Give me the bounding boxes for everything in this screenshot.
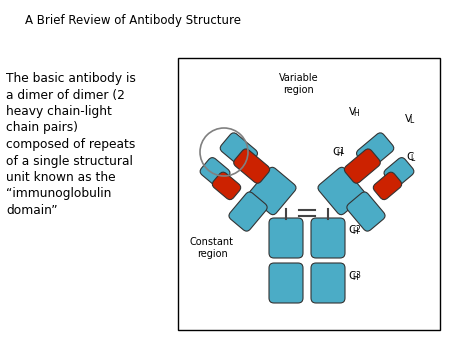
Text: H: H: [352, 273, 358, 282]
Text: V: V: [349, 107, 356, 117]
FancyBboxPatch shape: [269, 218, 303, 258]
FancyBboxPatch shape: [384, 158, 414, 187]
FancyBboxPatch shape: [356, 133, 394, 169]
Text: C: C: [332, 147, 339, 157]
FancyBboxPatch shape: [373, 172, 402, 200]
Text: The basic antibody is
a dimer of dimer (2
heavy chain-light
chain pairs)
compose: The basic antibody is a dimer of dimer (…: [6, 72, 136, 217]
Text: V: V: [405, 114, 412, 124]
Text: 2: 2: [356, 225, 360, 235]
Text: H: H: [353, 109, 359, 118]
FancyBboxPatch shape: [347, 192, 385, 231]
Text: C: C: [348, 271, 356, 281]
Text: Variable
region: Variable region: [279, 73, 319, 95]
Text: C: C: [348, 225, 356, 235]
FancyBboxPatch shape: [318, 167, 365, 215]
Text: Constant
region: Constant region: [190, 237, 234, 259]
Text: 3: 3: [356, 271, 360, 281]
FancyBboxPatch shape: [200, 158, 230, 187]
FancyBboxPatch shape: [311, 218, 345, 258]
FancyBboxPatch shape: [311, 263, 345, 303]
FancyBboxPatch shape: [249, 167, 296, 215]
Text: H: H: [352, 227, 358, 236]
FancyBboxPatch shape: [234, 149, 270, 183]
Text: L: L: [410, 154, 414, 163]
Text: H: H: [336, 149, 342, 158]
FancyBboxPatch shape: [220, 133, 257, 169]
FancyBboxPatch shape: [344, 149, 380, 183]
FancyBboxPatch shape: [229, 192, 267, 231]
Text: L: L: [409, 116, 414, 125]
Text: A Brief Review of Antibody Structure: A Brief Review of Antibody Structure: [25, 14, 241, 27]
FancyBboxPatch shape: [212, 172, 241, 200]
FancyBboxPatch shape: [269, 263, 303, 303]
Text: 1: 1: [339, 147, 344, 156]
Bar: [178, 58, 440, 330]
Text: C: C: [406, 152, 414, 162]
